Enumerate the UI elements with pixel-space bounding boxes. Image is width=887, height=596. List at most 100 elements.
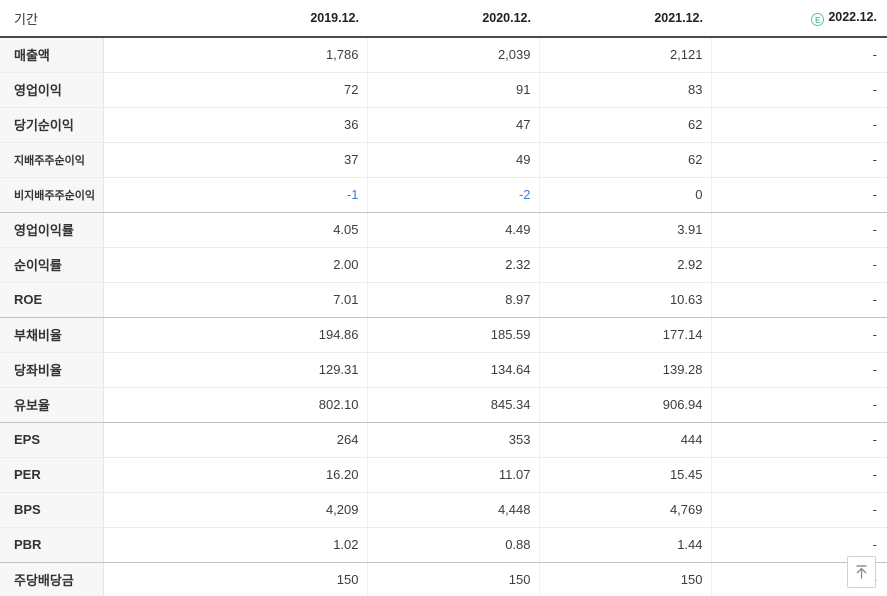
cell-value: 444: [539, 422, 712, 458]
cell-value: 37: [103, 142, 368, 178]
table-row-dividend-per-share: 주당배당금 150 150 150 -: [0, 562, 887, 596]
table-row-eps: EPS 264 353 444 -: [0, 422, 887, 458]
cell-value: 177.14: [539, 317, 712, 353]
cell-value: 4,769: [539, 492, 712, 528]
cell-value: 150: [367, 562, 540, 596]
cell-value: -2: [367, 177, 540, 213]
row-label: EPS: [0, 422, 104, 458]
cell-value: 36: [103, 107, 368, 143]
row-label: 주당배당금: [0, 562, 104, 596]
cell-value: 62: [539, 142, 712, 178]
cell-value: 1.44: [539, 527, 712, 563]
table-row-noncontrolling-interest-income: 비지배주주순이익 -1 -2 0 -: [0, 177, 887, 213]
cell-value: 0: [539, 177, 712, 213]
cell-value: -: [711, 317, 887, 353]
cell-value: 83: [539, 72, 712, 108]
cell-value: -: [711, 142, 887, 178]
cell-value: 2,121: [539, 37, 712, 73]
row-label: 영업이익률: [0, 212, 104, 248]
arrow-up-to-line-icon: [856, 565, 867, 579]
cell-value: 906.94: [539, 387, 712, 423]
cell-value: 845.34: [367, 387, 540, 423]
table-row-controlling-interest-income: 지배주주순이익 37 49 62 -: [0, 142, 887, 178]
cell-value: 4,209: [103, 492, 368, 528]
cell-value: 4.05: [103, 212, 368, 248]
table-row-quick-ratio: 당좌비율 129.31 134.64 139.28 -: [0, 352, 887, 388]
table-row-debt-ratio: 부채비율 194.86 185.59 177.14 -: [0, 317, 887, 353]
cell-value: 49: [367, 142, 540, 178]
cell-value: -: [711, 282, 887, 318]
cell-value: 129.31: [103, 352, 368, 388]
cell-value: 1,786: [103, 37, 368, 73]
scroll-to-top-button[interactable]: [847, 556, 876, 588]
cell-value: 4.49: [367, 212, 540, 248]
table-row-net-income: 당기순이익 36 47 62 -: [0, 107, 887, 143]
cell-value: 2.92: [539, 247, 712, 283]
table-row-reserve-ratio: 유보율 802.10 845.34 906.94 -: [0, 387, 887, 423]
cell-value: 2.32: [367, 247, 540, 283]
cell-value: -: [711, 212, 887, 248]
cell-value: 802.10: [103, 387, 368, 423]
table-row-operating-margin: 영업이익률 4.05 4.49 3.91 -: [0, 212, 887, 248]
cell-value: -: [711, 422, 887, 458]
row-label: PBR: [0, 527, 104, 563]
cell-value: -: [711, 177, 887, 213]
row-label: 당좌비율: [0, 352, 104, 388]
row-label: ROE: [0, 282, 104, 318]
cell-value: 134.64: [367, 352, 540, 388]
estimate-icon: E: [811, 13, 825, 26]
cell-value: -: [711, 247, 887, 283]
column-header-2019: 2019.12.: [103, 0, 367, 38]
table-row-per: PER 16.20 11.07 15.45 -: [0, 457, 887, 493]
cell-value: -: [711, 492, 887, 528]
table-row-operating-profit: 영업이익 72 91 83 -: [0, 72, 887, 108]
cell-value: -: [711, 37, 887, 73]
period-header: 기간: [0, 0, 103, 38]
cell-value: 353: [367, 422, 540, 458]
cell-value: 3.91: [539, 212, 712, 248]
cell-value: 2.00: [103, 247, 368, 283]
cell-value: -: [711, 107, 887, 143]
table-row-roe: ROE 7.01 8.97 10.63 -: [0, 282, 887, 318]
cell-value: 62: [539, 107, 712, 143]
cell-value: 194.86: [103, 317, 368, 353]
header-row: 기간 2019.12. 2020.12. 2021.12. E 2022.12.: [0, 0, 887, 38]
cell-value: 4,448: [367, 492, 540, 528]
cell-value: 139.28: [539, 352, 712, 388]
row-label: 지배주주순이익: [0, 142, 104, 178]
row-label: 부채비율: [0, 317, 104, 353]
cell-value: 47: [367, 107, 540, 143]
cell-value: 8.97: [367, 282, 540, 318]
cell-value: 0.88: [367, 527, 540, 563]
cell-value: 264: [103, 422, 368, 458]
cell-value: -: [711, 352, 887, 388]
table-row-pbr: PBR 1.02 0.88 1.44 -: [0, 527, 887, 563]
cell-value: 150: [539, 562, 712, 596]
column-header-2022-label: 2022.12.: [828, 10, 877, 24]
cell-value: 150: [103, 562, 368, 596]
cell-value: -: [711, 72, 887, 108]
table-row-bps: BPS 4,209 4,448 4,769 -: [0, 492, 887, 528]
cell-value: 72: [103, 72, 368, 108]
row-label: PER: [0, 457, 104, 493]
row-label: 비지배주주순이익: [0, 177, 104, 213]
row-label: 순이익률: [0, 247, 104, 283]
cell-value: 11.07: [367, 457, 540, 493]
cell-value: 185.59: [367, 317, 540, 353]
row-label: 당기순이익: [0, 107, 104, 143]
cell-value: 2,039: [367, 37, 540, 73]
column-header-2021: 2021.12.: [539, 0, 711, 38]
column-header-2020: 2020.12.: [367, 0, 539, 38]
row-label: BPS: [0, 492, 104, 528]
column-header-2022-estimate: E 2022.12.: [711, 0, 887, 38]
cell-value: 16.20: [103, 457, 368, 493]
cell-value: 91: [367, 72, 540, 108]
cell-value: -: [711, 387, 887, 423]
row-label: 영업이익: [0, 72, 104, 108]
cell-value: 7.01: [103, 282, 368, 318]
cell-value: 15.45: [539, 457, 712, 493]
row-label: 유보율: [0, 387, 104, 423]
cell-value: -: [711, 457, 887, 493]
table-row-net-margin: 순이익률 2.00 2.32 2.92 -: [0, 247, 887, 283]
